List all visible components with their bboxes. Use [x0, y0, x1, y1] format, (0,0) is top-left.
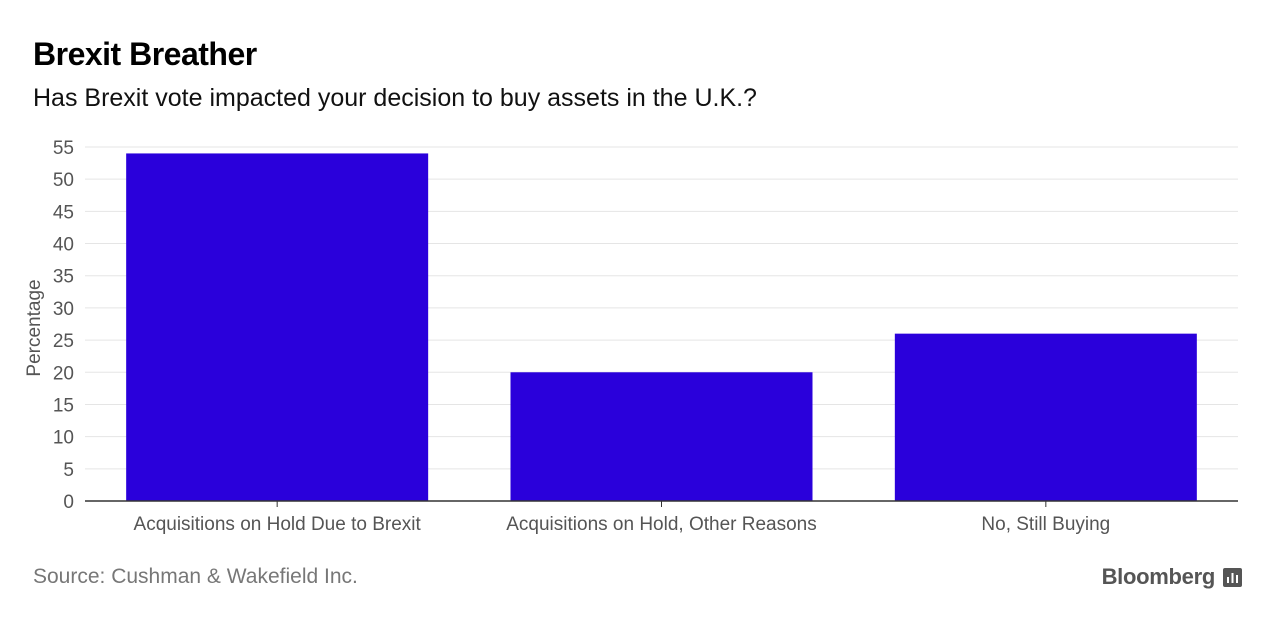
y-tick-label: 0 [63, 492, 74, 513]
chart-subtitle: Has Brexit vote impacted your decision t… [33, 84, 757, 112]
chart-title: Brexit Breather [33, 36, 257, 72]
y-tick-label: 55 [53, 138, 74, 159]
bar [894, 333, 1197, 501]
y-tick-label: 35 [53, 267, 74, 288]
bar [510, 372, 813, 501]
labels: 0 5 10 15 20 25 30 35 40 45 50 55 Acquisitions on Ho… [24, 138, 1110, 535]
y-tick-label: 25 [53, 331, 74, 352]
y-tick-label: 5 [63, 460, 74, 481]
brand-name: Bloomberg [1101, 564, 1216, 589]
y-tick-label: 45 [53, 202, 74, 223]
y-tick-label: 30 [53, 299, 74, 320]
x-tick-label: Acquisitions on Hold, Other Reasons [506, 514, 817, 535]
source-note: Source: Cushman & Wakefield Inc. [33, 565, 358, 588]
y-tick-label: 10 [53, 428, 74, 449]
y-tick-label: 15 [53, 395, 74, 416]
bar [126, 153, 429, 501]
x-tick-label: No, Still Buying [981, 514, 1110, 535]
y-tick-label: 20 [53, 363, 74, 384]
y-tick-label: 40 [53, 235, 74, 256]
axes [85, 500, 1238, 507]
brand-logo: Bloomberg [1102, 564, 1242, 590]
x-tick-label: Acquisitions on Hold Due to Brexit [134, 514, 422, 535]
bars [126, 153, 1197, 501]
bloomberg-chart-icon [1223, 567, 1242, 587]
y-axis-title: Percentage [24, 279, 45, 376]
y-tick-label: 50 [53, 170, 74, 191]
